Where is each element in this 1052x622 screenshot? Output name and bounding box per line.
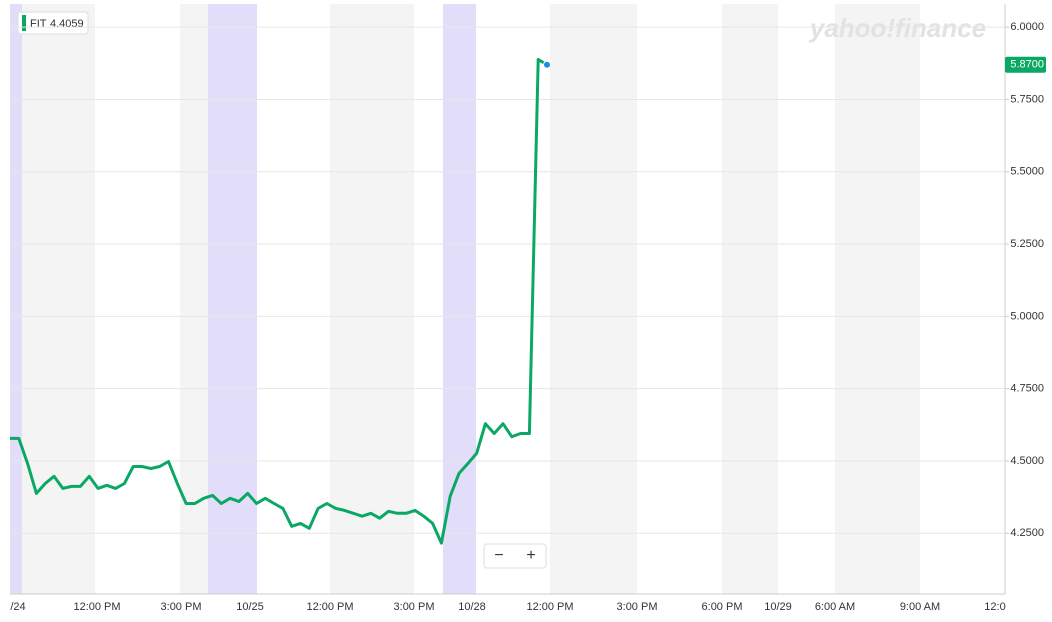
x-tick-label: 3:00 PM	[394, 601, 435, 613]
y-tick-label: 4.2500	[1010, 527, 1044, 539]
watermark: yahoo!finance	[808, 13, 986, 43]
zoom-out[interactable]: −	[494, 547, 503, 564]
x-tick-label: 12:00 PM	[306, 601, 353, 613]
y-tick-label: 6.0000	[1010, 21, 1044, 33]
legend-value: 4.4059	[50, 18, 84, 30]
x-tick-label: 3:00 PM	[617, 601, 658, 613]
y-tick-label: 4.7500	[1010, 383, 1044, 395]
x-tick-label: 6:00 AM	[815, 601, 855, 613]
x-tick-label: 3:00 PM	[161, 601, 202, 613]
last-price-box	[1005, 56, 1046, 73]
x-tick-label: 10/29	[764, 601, 792, 613]
legend-swatch	[22, 15, 26, 31]
x-tick-label: 12:00 PM	[73, 601, 120, 613]
x-tick-label: 10/28	[458, 601, 486, 613]
legend-box	[17, 11, 89, 35]
x-tick-label: 12:00 PM	[526, 601, 573, 613]
zoom-box	[483, 543, 547, 569]
zoom-in[interactable]: +	[526, 547, 535, 564]
x-tick-label: 12:0	[984, 601, 1005, 613]
y-tick-label: 5.0000	[1010, 310, 1044, 322]
last-point	[543, 60, 551, 69]
x-tick-label: /24	[10, 601, 25, 613]
y-tick-label: 5.5000	[1010, 166, 1044, 178]
x-tick-label: 6:00 PM	[702, 601, 743, 613]
price-line	[10, 58, 548, 545]
x-tick-label: 10/25	[236, 601, 264, 613]
x-tick-label: 9:00 AM	[900, 601, 940, 613]
session-bands	[10, 4, 1006, 595]
last-price-label: 5.8700	[1010, 59, 1044, 71]
plot	[10, 26, 1005, 545]
y-tick-label: 5.2500	[1010, 238, 1044, 250]
y-tick-label: 5.7500	[1010, 93, 1044, 105]
y-tick-label: 4.5000	[1010, 455, 1044, 467]
legend-symbol: FIT	[30, 18, 47, 30]
